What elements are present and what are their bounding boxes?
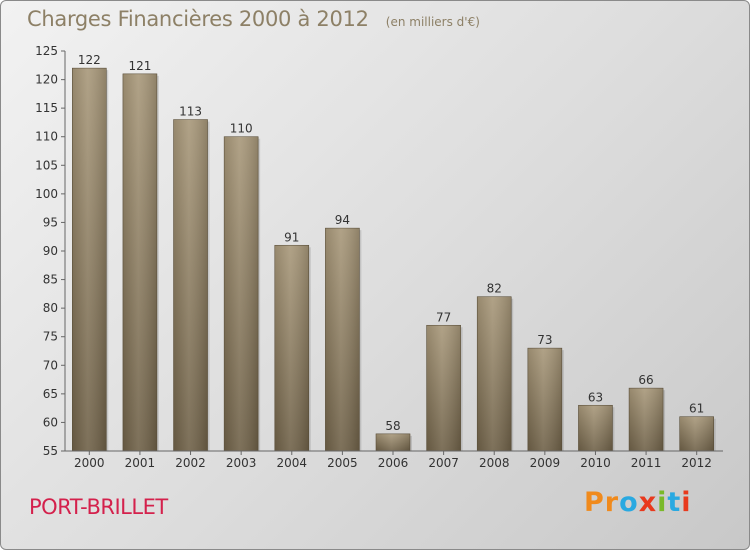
y-axis: 55 60 65 70 75 80 85 90 95 100 105 110 115 120 125 [35,44,66,458]
bar-highlight [679,416,714,451]
y-tick-label: 70 [43,358,58,372]
logo-letter: r [604,487,620,518]
chart-title: Charges Financières 2000 à 2012 [27,7,369,31]
bar-highlight [72,68,107,452]
bar-highlight [325,228,360,451]
bars: 122 121 113 110 91 94 58 77 82 73 63 66 61 [72,53,716,452]
bar-value-label: 66 [638,373,653,387]
bar-highlight [426,325,461,451]
y-tick-label: 100 [35,187,58,201]
bar-highlight [477,296,512,451]
y-tick-label: 55 [43,444,58,458]
y-tick-label: 85 [43,273,58,287]
bar-value-label: 91 [284,230,299,244]
bar-value-label: 82 [487,282,502,296]
bar-value-label: 77 [436,310,451,324]
x-tick-label: 2011 [631,456,662,470]
y-tick-label: 60 [43,415,58,429]
bar-highlight [629,388,664,451]
place-name: PORT-BRILLET [29,495,168,519]
logo-letter: x [638,487,658,518]
logo-letter: i [657,487,668,518]
y-tick-label: 125 [35,44,58,58]
logo-letter: t [667,487,682,518]
bar-value-label: 63 [588,390,603,404]
x-tick-label: 2008 [479,456,510,470]
y-tick-label: 90 [43,244,58,258]
x-tick-label: 2004 [276,456,307,470]
x-tick-label: 2012 [681,456,712,470]
proxiti-logo[interactable]: Proxiti [584,487,692,518]
bar-value-label: 94 [335,213,350,227]
logo-letter: P [584,487,605,518]
x-tick-label: 2002 [175,456,206,470]
logo-letter: o [619,487,639,518]
y-tick-label: 75 [43,330,58,344]
x-tick-label: 2003 [226,456,257,470]
bar-value-label: 110 [230,122,253,136]
y-tick-label: 105 [35,158,58,172]
y-tick-label: 65 [43,387,58,401]
y-tick-label: 115 [35,101,58,115]
bar-highlight [173,119,208,452]
x-tick-label: 2007 [428,456,459,470]
x-tick-label: 2000 [74,456,105,470]
y-tick-label: 120 [35,73,58,87]
title-row: Charges Financières 2000 à 2012 (en mill… [27,7,480,31]
y-tick-label: 95 [43,215,58,229]
bar-highlight [224,136,259,451]
x-axis: 2000 2001 2002 2003 2004 2005 2006 2007 2008 2009… [65,450,723,470]
bar-value-label: 121 [128,59,151,73]
bar-highlight [274,245,309,451]
chart-subtitle: (en milliers d'€) [385,15,480,29]
y-tick-label: 80 [43,301,58,315]
bar-value-label: 113 [179,105,202,119]
x-tick-label: 2005 [327,456,358,470]
bar-value-label: 58 [385,419,400,433]
bar-value-label: 73 [537,333,552,347]
x-tick-label: 2001 [125,456,156,470]
logo-letter: i [681,487,692,518]
bar-value-label: 122 [78,53,101,67]
bar-highlight [122,73,157,451]
bar-highlight [376,433,410,451]
y-tick-label: 110 [35,130,58,144]
bar-highlight [527,348,562,451]
x-tick-label: 2010 [580,456,611,470]
x-tick-label: 2009 [530,456,561,470]
bar-value-label: 61 [689,402,704,416]
bar-highlight [578,405,613,451]
x-tick-label: 2006 [378,456,409,470]
